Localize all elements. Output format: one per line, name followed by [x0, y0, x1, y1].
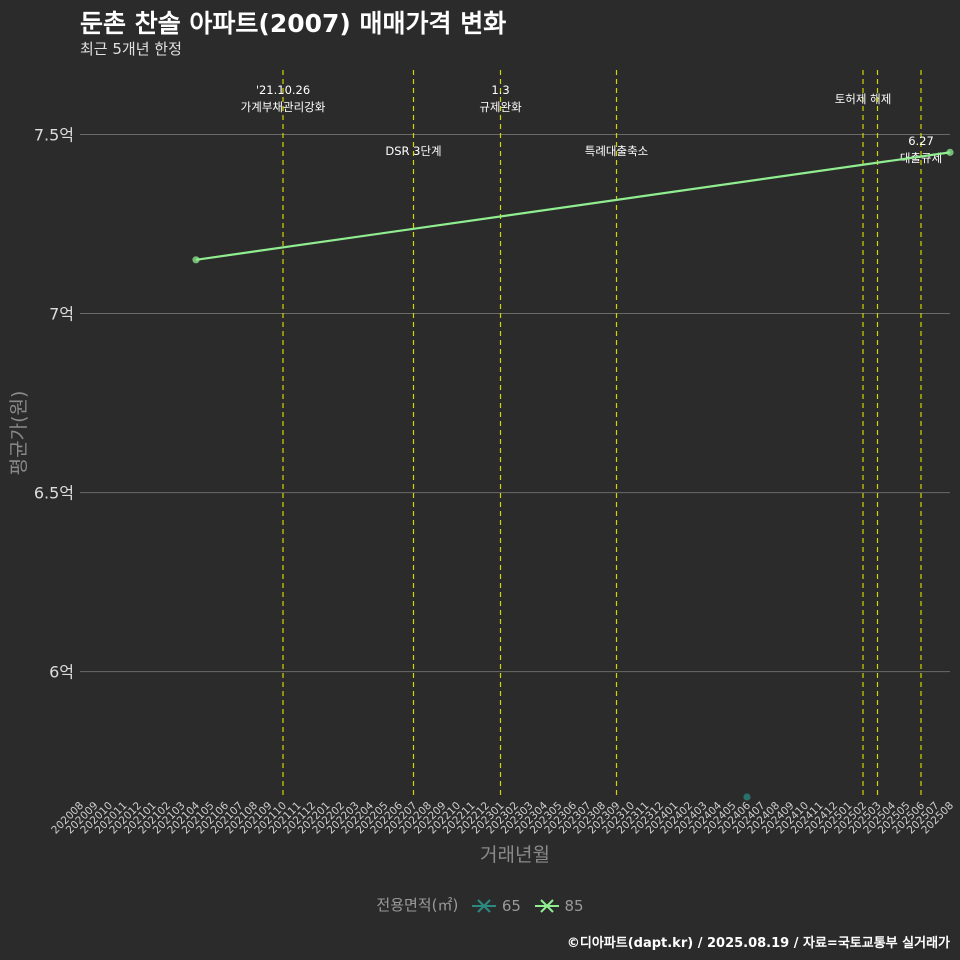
data-point-85: [946, 148, 954, 156]
event-label: 6.27: [908, 134, 934, 148]
chart-subtitle: 최근 5개년 한정: [80, 40, 182, 58]
legend-swatch-85: [534, 899, 559, 913]
price-chart: 6억6.5억7억7.5억2020082020092020102020112020…: [8, 70, 956, 866]
legend: 전용면적(㎡) 65 85: [0, 894, 960, 915]
legend-label-65: 65: [501, 896, 521, 915]
event-label: 특례대출축소: [585, 144, 648, 158]
trend-line-85: [195, 151, 951, 261]
source-caption: ©디아파트(dapt.kr) / 2025.08.19 / 자료=국토교통부 실…: [566, 936, 950, 951]
y-tick-label: 6억: [49, 663, 74, 682]
legend-swatch-65: [472, 899, 497, 913]
event-label: DSR 3단계: [385, 144, 441, 158]
legend-item-85: 85: [534, 897, 584, 915]
y-axis-title: 평균가(원): [8, 391, 30, 476]
x-axis-title: 거래년월: [480, 844, 550, 866]
event-label: '21.10.26: [256, 83, 310, 97]
data-point-85: [192, 256, 200, 264]
legend-label-85: 85: [564, 896, 584, 915]
event-label: 가계부채관리강화: [241, 100, 326, 114]
data-point-65: [743, 793, 751, 801]
y-tick-label: 7억: [49, 305, 74, 324]
legend-title: 전용면적(㎡): [376, 896, 459, 914]
event-label: 규제완화: [479, 100, 522, 114]
event-label: 1.3: [491, 83, 509, 97]
chart-title: 둔촌 찬솔 아파트(2007) 매매가격 변화: [80, 9, 507, 38]
event-label: 토허제 해제: [835, 92, 892, 106]
y-tick-label: 6.5억: [34, 484, 74, 503]
legend-item-65: 65: [471, 897, 521, 915]
y-tick-label: 7.5억: [34, 125, 74, 144]
